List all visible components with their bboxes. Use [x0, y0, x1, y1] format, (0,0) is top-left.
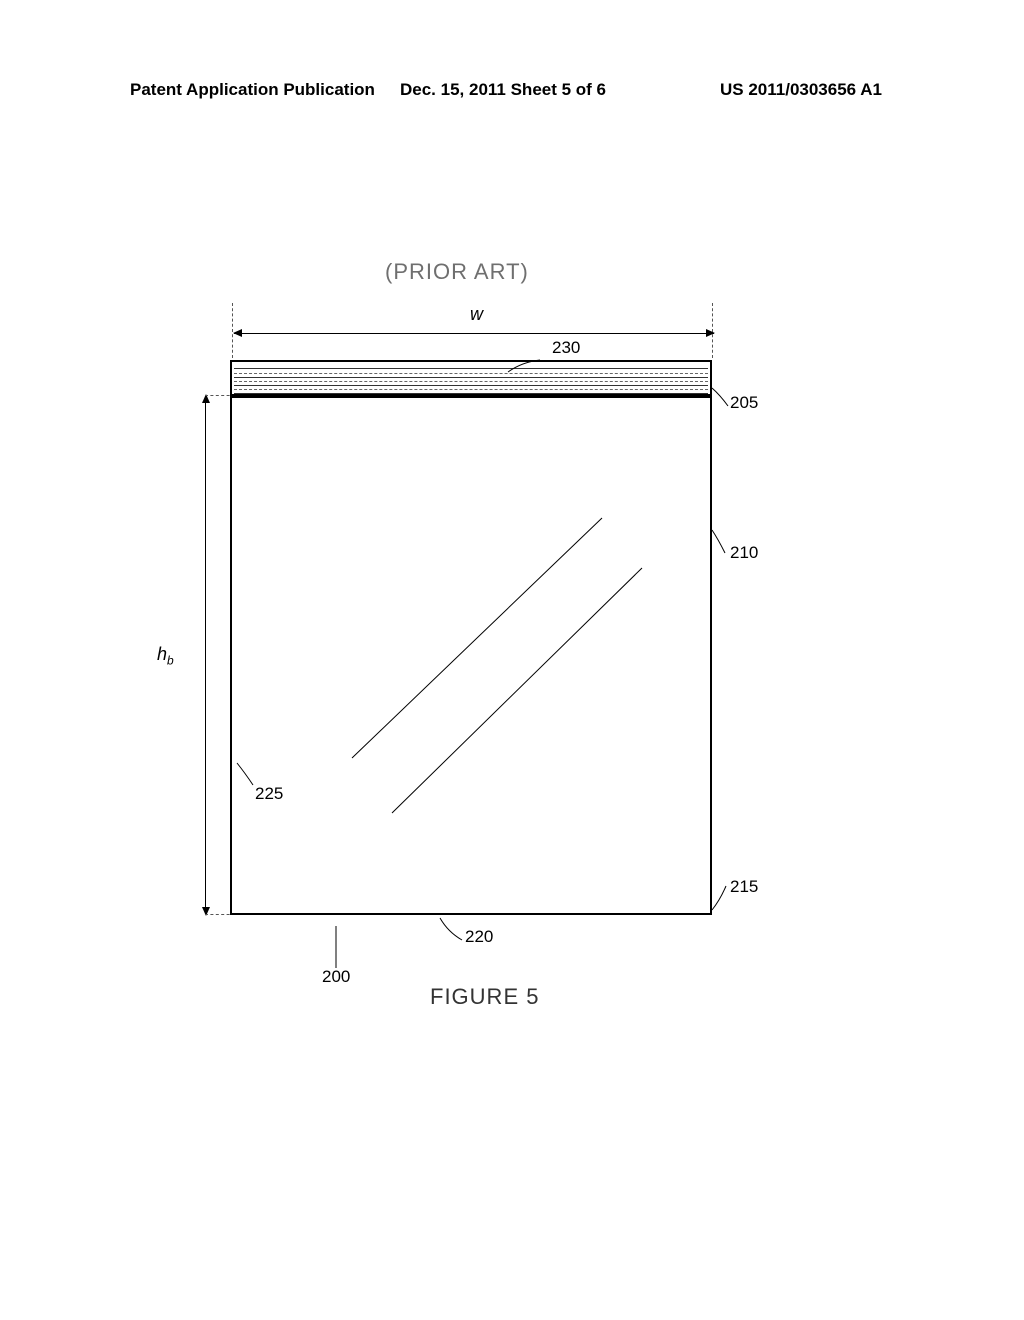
ref-220: 220 — [465, 927, 493, 947]
ref-210: 210 — [730, 543, 758, 563]
header-left: Patent Application Publication — [130, 80, 375, 100]
ref-225: 225 — [255, 784, 283, 804]
ref-215: 215 — [730, 877, 758, 897]
hb-b: b — [167, 654, 174, 668]
prior-art-label: (PRIOR ART) — [385, 259, 529, 285]
ref-200: 200 — [322, 967, 350, 987]
dimension-w-arrow — [234, 333, 714, 334]
bag-body — [230, 396, 712, 915]
bag-diagram — [230, 360, 712, 915]
bag-zipper-strip — [230, 360, 712, 396]
dimension-w-label: w — [470, 304, 483, 325]
dimension-hb-label: hb — [157, 644, 174, 668]
ref-230: 230 — [552, 338, 580, 358]
figure-caption: FIGURE 5 — [430, 984, 539, 1010]
gloss-lines — [232, 398, 710, 913]
ref-205: 205 — [730, 393, 758, 413]
header-right: US 2011/0303656 A1 — [720, 80, 882, 100]
header-center: Dec. 15, 2011 Sheet 5 of 6 — [400, 80, 606, 100]
hb-h: h — [157, 644, 167, 664]
